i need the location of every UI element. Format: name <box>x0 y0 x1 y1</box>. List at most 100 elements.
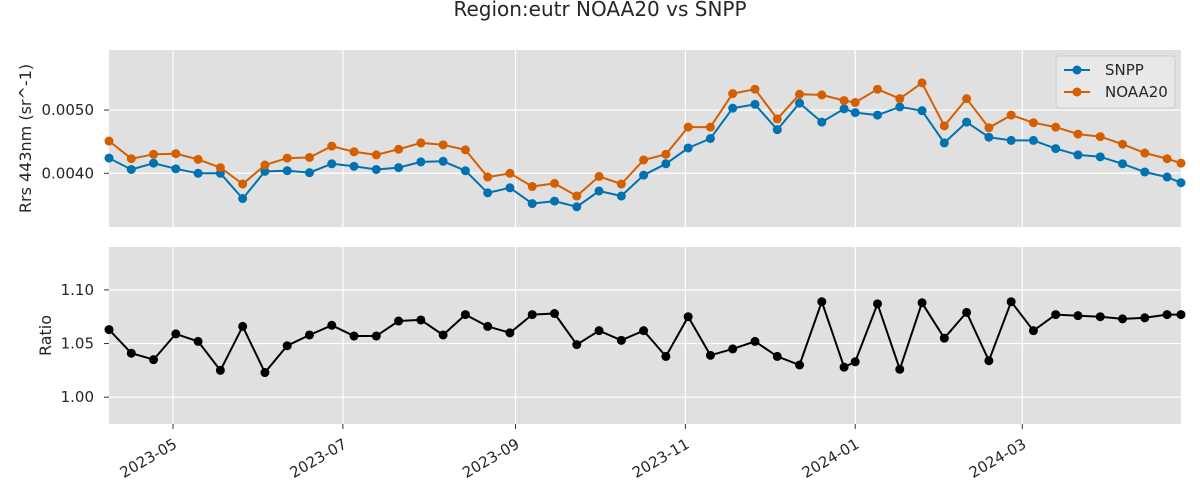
data-point <box>839 362 849 372</box>
plot-background <box>109 247 1181 424</box>
data-point <box>705 134 715 143</box>
x-tick-label: 2024-03 <box>966 435 1029 482</box>
data-point <box>394 316 404 326</box>
data-point <box>460 166 470 176</box>
data-point <box>639 170 649 180</box>
data-point <box>104 325 114 335</box>
data-point <box>917 78 927 88</box>
plot-background <box>109 50 1181 227</box>
data-point <box>327 320 337 330</box>
data-point <box>850 357 860 367</box>
data-point <box>750 336 760 346</box>
data-point <box>639 326 649 336</box>
data-point <box>683 122 693 132</box>
data-point <box>795 98 805 108</box>
data-point <box>594 326 604 336</box>
data-point <box>984 132 994 142</box>
data-point <box>817 117 827 127</box>
data-point <box>1162 172 1172 182</box>
data-point <box>772 125 782 135</box>
data-point <box>371 164 381 174</box>
data-point <box>505 183 515 193</box>
data-point <box>850 108 860 118</box>
data-point <box>705 350 715 360</box>
data-point <box>1095 152 1105 162</box>
data-point <box>394 144 404 154</box>
data-point <box>304 168 314 178</box>
data-point <box>850 97 860 107</box>
data-point <box>1118 314 1128 324</box>
data-point <box>1073 150 1083 160</box>
data-point <box>1028 135 1038 145</box>
data-point <box>349 147 359 157</box>
data-point <box>550 309 560 319</box>
data-point <box>282 166 292 176</box>
y-axis-label: Rrs 443nm (sr^-1) <box>16 64 35 213</box>
data-point <box>1118 139 1128 149</box>
data-point <box>728 89 738 99</box>
data-point <box>661 149 671 159</box>
data-point <box>572 191 582 201</box>
data-point <box>104 153 114 163</box>
data-point <box>327 141 337 151</box>
x-tick-label: 2023-07 <box>287 435 350 482</box>
data-point <box>438 330 448 340</box>
data-point <box>962 307 972 317</box>
legend: SNPP NOAA20 <box>1055 55 1176 109</box>
data-point <box>260 166 270 176</box>
legend-marker <box>1072 65 1082 75</box>
data-point <box>594 171 604 181</box>
y-tick-label: 1.00 <box>61 388 94 406</box>
data-point <box>171 164 181 174</box>
data-point <box>984 356 994 366</box>
data-point <box>193 154 203 164</box>
data-point <box>416 315 426 325</box>
ratio-panel: 1.00 1.05 1.10 Ratio <box>36 247 1186 424</box>
data-point <box>238 321 248 331</box>
data-point <box>304 152 314 162</box>
data-point <box>839 104 849 114</box>
data-point <box>872 110 882 120</box>
data-point <box>505 168 515 178</box>
data-point <box>527 310 537 320</box>
data-point <box>126 164 136 174</box>
data-point <box>962 117 972 127</box>
data-point <box>505 328 515 338</box>
data-point <box>460 310 470 320</box>
data-point <box>639 155 649 165</box>
data-point <box>1176 310 1186 320</box>
data-point <box>895 102 905 112</box>
x-axis: 2023-05 2023-07 2023-09 2023-11 2024-01 2024-… <box>117 424 1029 482</box>
data-point <box>483 172 493 182</box>
data-point <box>939 121 949 131</box>
data-point <box>483 188 493 198</box>
data-point <box>984 123 994 133</box>
data-point <box>1118 159 1128 169</box>
data-point <box>616 191 626 201</box>
data-point <box>616 179 626 189</box>
data-point <box>1140 313 1150 323</box>
legend-label: SNPP <box>1105 61 1144 79</box>
data-point <box>917 106 927 116</box>
data-point <box>705 122 715 132</box>
data-point <box>895 94 905 104</box>
data-point <box>304 330 314 340</box>
data-point <box>616 335 626 345</box>
data-point <box>550 178 560 188</box>
data-point <box>1073 311 1083 321</box>
data-point <box>349 161 359 171</box>
data-point <box>527 182 537 192</box>
data-point <box>171 329 181 339</box>
data-point <box>683 312 693 322</box>
data-point <box>895 364 905 374</box>
data-point <box>795 89 805 99</box>
data-point <box>550 196 560 206</box>
data-point <box>238 179 248 189</box>
data-point <box>1140 148 1150 158</box>
data-point <box>1095 132 1105 142</box>
data-point <box>1073 129 1083 139</box>
data-point <box>260 368 270 378</box>
data-point <box>839 96 849 106</box>
data-point <box>483 321 493 331</box>
